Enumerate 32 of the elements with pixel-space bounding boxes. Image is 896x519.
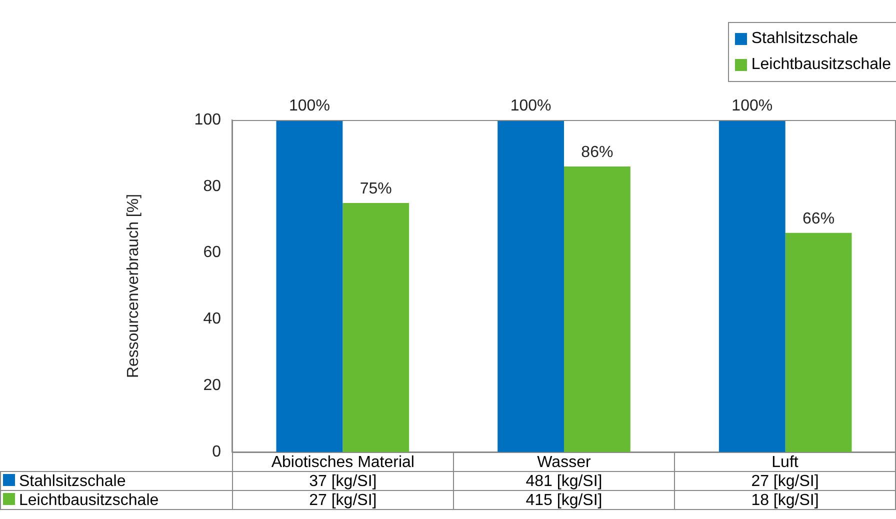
text: 27 [kg/SI] [674,472,896,490]
bar [342,203,410,452]
x-tick-label: Wasser [453,452,674,472]
data-label: 100% [510,97,552,114]
bar [276,120,343,452]
y-tick-label: 0 [212,443,222,460]
data-label: 100% [732,97,773,114]
data-label: 75% [360,180,392,198]
y-axis-title: Ressourcenverbrauch [%] [125,194,142,378]
data-label: 86% [581,144,614,161]
text: 415 [kg/SI] [453,490,674,510]
y-tick-label: 60 [203,244,222,262]
x-tick-label: Abiotisches Material [232,452,454,472]
bar [718,120,786,452]
y-tick-label: 100 [194,111,222,128]
bar [564,166,630,452]
text: 37 [kg/SI] [232,472,454,490]
legend-label: Stahlsitzschale [750,29,860,49]
y-tick-label: 80 [203,178,222,195]
bar [498,120,564,452]
legend-label: Leichtbausitzschale [750,55,891,75]
y-tick-label: 20 [203,377,222,394]
text: 27 [kg/SI] [232,490,454,510]
text: 18 [kg/SI] [674,490,896,510]
data-label: 66% [802,210,835,228]
x-tick-label: Luft [674,452,896,472]
y-tick-label: 40 [203,310,222,328]
bar [785,232,852,452]
text: Leichtbausitzschale [19,492,159,508]
text: 481 [kg/SI] [453,472,674,490]
text: Stahlsitzschale [19,472,126,490]
data-label: 100% [289,97,330,114]
